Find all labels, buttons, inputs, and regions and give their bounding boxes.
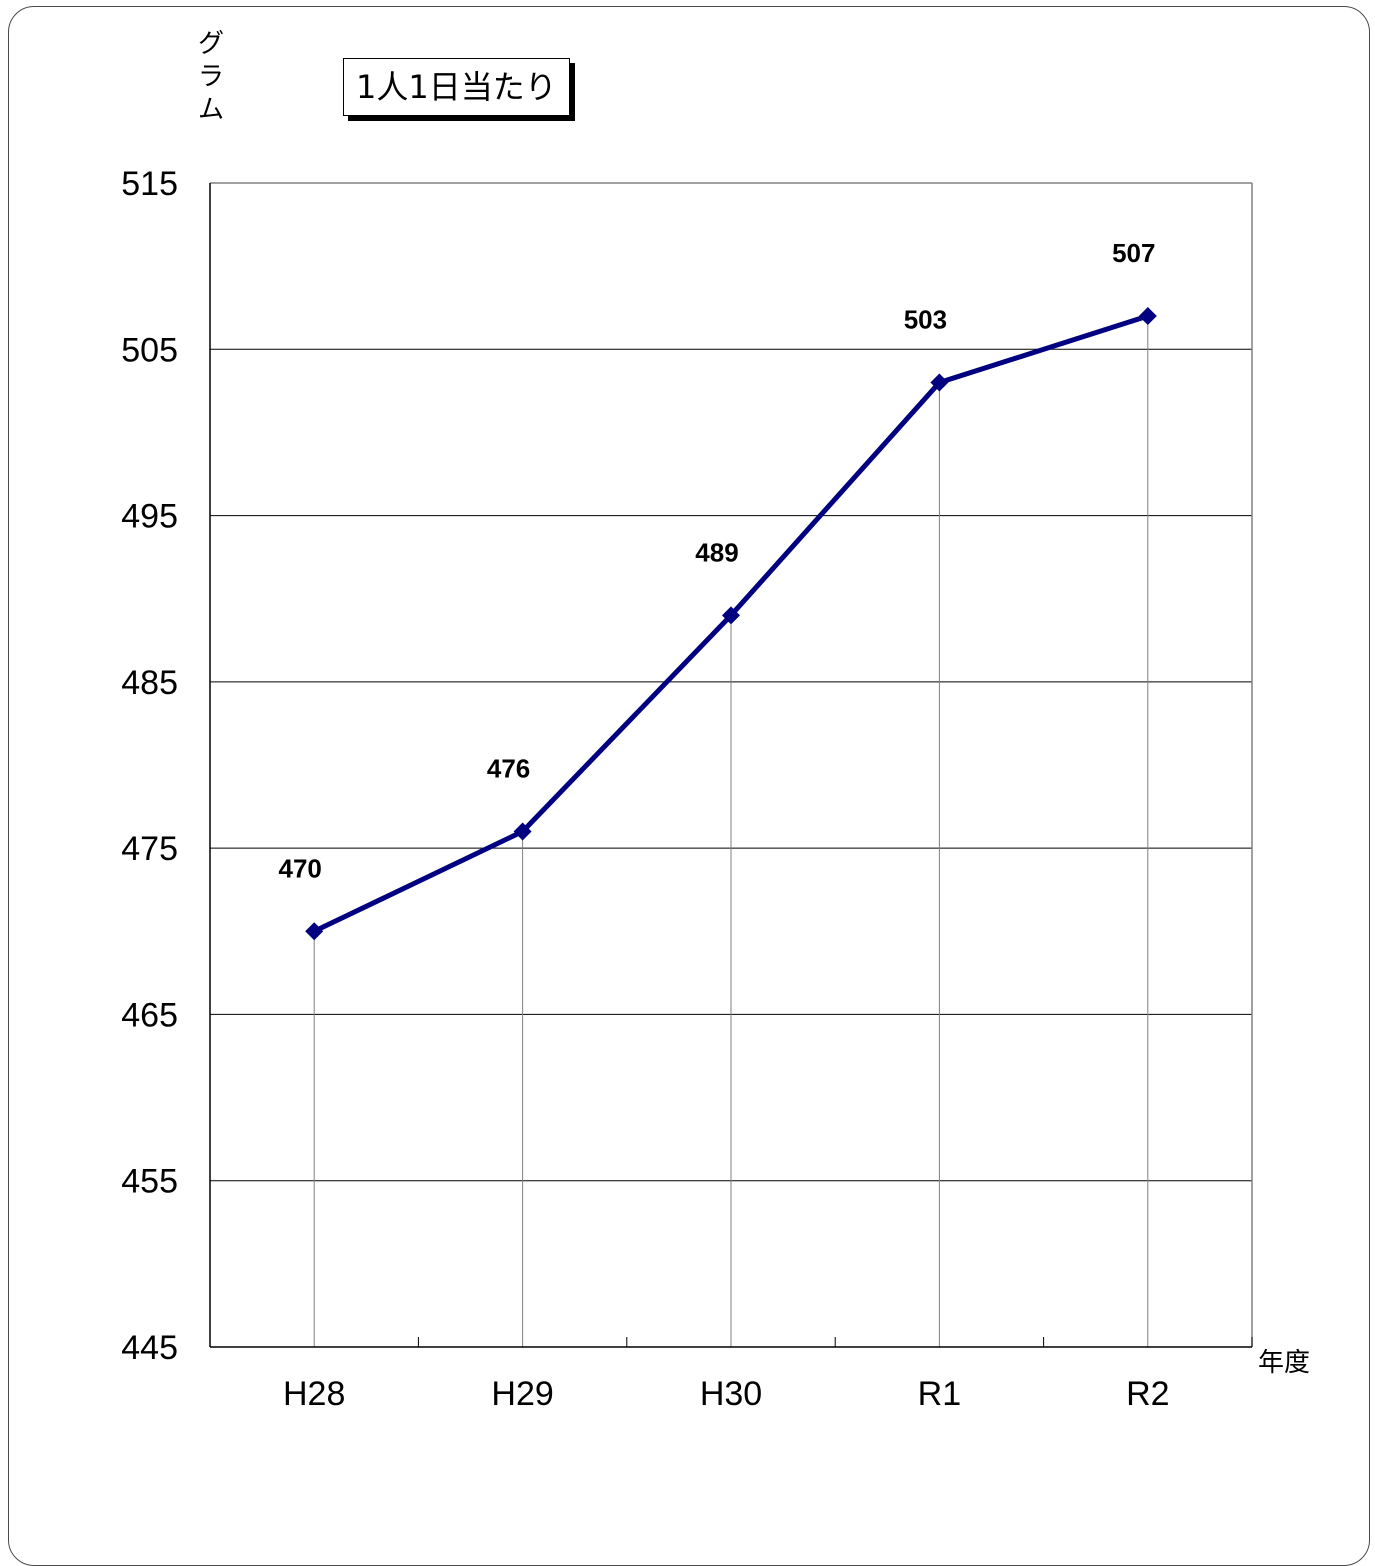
x-tick-label: H29 xyxy=(491,1375,553,1413)
data-label: 470 xyxy=(279,853,322,883)
y-tick-label: 495 xyxy=(121,498,178,536)
data-point xyxy=(513,822,532,841)
data-label: 503 xyxy=(904,305,947,335)
data-label: 507 xyxy=(1112,238,1155,268)
line-chart: 445 455 465 475 485 495 505 515 H28 H29 H30 R1 R2 4… xyxy=(121,165,1253,1413)
grid xyxy=(210,316,1252,1347)
y-tick-label: 465 xyxy=(121,996,178,1034)
x-tick-label: H30 xyxy=(700,1375,762,1413)
x-tick-label: R2 xyxy=(1126,1375,1169,1413)
y-tick-label: 455 xyxy=(121,1163,178,1201)
data-point xyxy=(1138,307,1157,326)
y-axis-label: グラム xyxy=(197,29,224,125)
y-tick-label: 445 xyxy=(121,1329,178,1367)
y-tick-labels: 445 455 465 475 485 495 505 515 xyxy=(121,165,178,1367)
data-label: 476 xyxy=(487,754,530,784)
x-tick-label: H28 xyxy=(283,1375,345,1413)
data-labels: 470 476 489 503 507 xyxy=(279,238,1156,883)
y-tick-label: 505 xyxy=(121,331,178,369)
y-tick-label: 475 xyxy=(121,830,178,868)
x-axis-label: 年度 xyxy=(1258,1348,1311,1378)
data-point xyxy=(930,373,949,392)
data-point xyxy=(722,606,740,625)
data-label: 489 xyxy=(695,537,738,567)
series xyxy=(305,307,1157,941)
y-tick-label: 515 xyxy=(121,165,178,203)
chart-subtitle: 1人1日当たり xyxy=(343,58,570,116)
axes xyxy=(209,182,1253,1348)
data-point xyxy=(305,922,324,941)
y-tick-label: 485 xyxy=(121,664,178,702)
x-tick-label: R1 xyxy=(918,1375,961,1413)
x-tick-labels: H28 H29 H30 R1 R2 xyxy=(283,1375,1170,1413)
